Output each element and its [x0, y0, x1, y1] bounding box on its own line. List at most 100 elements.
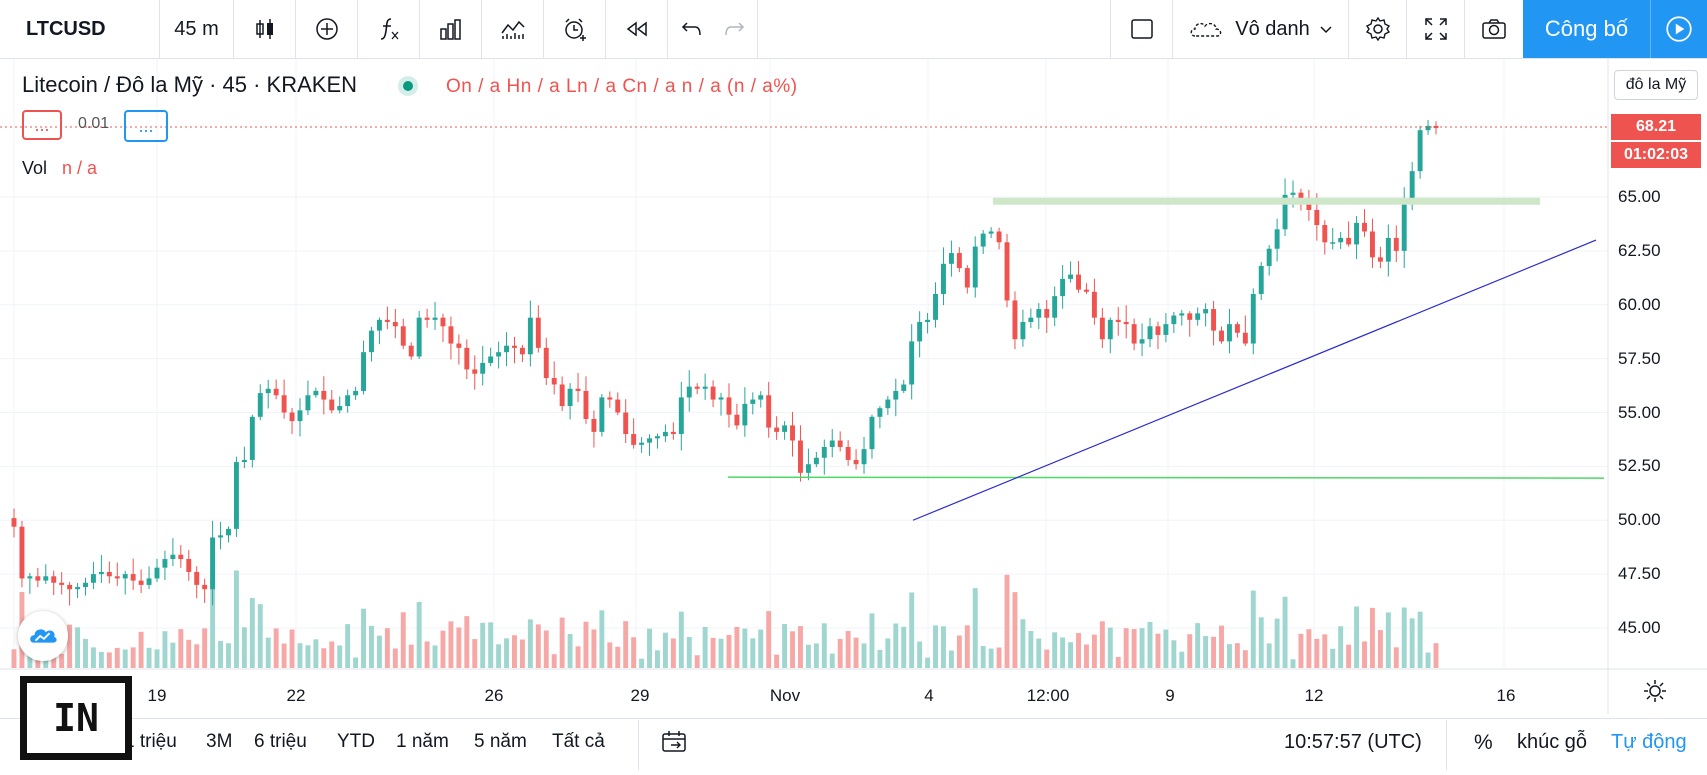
volume-bar — [996, 647, 1002, 668]
candle-body — [67, 584, 73, 590]
currency-button[interactable]: đô la Mỹ — [1614, 70, 1698, 100]
candle-body — [1211, 309, 1217, 331]
volume-bar — [527, 619, 533, 668]
time-tick-label: 26 — [484, 686, 504, 705]
candle-body — [1187, 313, 1193, 320]
candle-body — [1107, 319, 1113, 340]
volume-bar — [345, 624, 351, 668]
range-button[interactable]: Tất cả — [552, 731, 605, 752]
sell-button[interactable]: ... — [22, 110, 62, 140]
publish-button[interactable]: Công bố — [1523, 0, 1650, 58]
candle-body — [130, 574, 136, 581]
percent-scale-toggle[interactable]: % — [1474, 731, 1493, 754]
buy-button[interactable]: ... — [124, 110, 168, 142]
volume-bar — [1219, 625, 1224, 668]
time-tick-label: 19 — [147, 686, 167, 705]
candles-style-button[interactable] — [234, 0, 296, 58]
range-button[interactable]: 1 triệu — [124, 731, 177, 752]
volume-bar — [210, 579, 216, 668]
candle-body — [583, 390, 589, 419]
candle-body — [146, 578, 152, 585]
volume-bar — [1234, 643, 1240, 668]
time-tick-label: 22 — [286, 686, 306, 705]
price-chart[interactable] — [0, 59, 1707, 714]
range-button[interactable]: 1 năm — [396, 731, 449, 752]
candle-body — [535, 317, 541, 348]
range-button[interactable]: 5 năm — [474, 731, 527, 752]
range-button[interactable]: 3M — [206, 731, 233, 752]
bar-countdown-tag: 01:02:03 — [1611, 142, 1701, 168]
candle-body — [782, 425, 788, 432]
candle-body — [202, 584, 208, 590]
volume-bar — [790, 631, 795, 668]
candle-body — [353, 390, 359, 396]
templates-button[interactable] — [482, 0, 544, 58]
redo-icon[interactable] — [720, 15, 748, 43]
volume-bar — [249, 598, 255, 668]
financials-button[interactable] — [420, 0, 482, 58]
volume-bar — [416, 601, 422, 668]
toolbar-spacer — [758, 0, 1111, 58]
range-button[interactable]: YTD — [337, 731, 375, 752]
volume-bar — [917, 641, 923, 668]
volume-bar — [162, 631, 168, 668]
candle-body — [591, 418, 597, 432]
layout-toggle-button[interactable] — [1111, 0, 1173, 58]
candle-body — [805, 464, 811, 473]
indicators-button[interactable] — [358, 0, 420, 58]
candle-body — [1250, 293, 1256, 344]
price-tick-label: 52.50 — [1618, 456, 1661, 476]
candle-body — [512, 345, 517, 348]
candle-body — [1036, 309, 1042, 318]
candle-body — [726, 397, 732, 415]
symbol-search[interactable]: LTCUSD — [0, 0, 160, 58]
candle-body — [1393, 237, 1399, 251]
layout-name-button[interactable]: Vô danh — [1173, 0, 1349, 58]
candle-body — [472, 369, 478, 374]
alert-button[interactable] — [544, 0, 606, 58]
fullscreen-button[interactable] — [1407, 0, 1465, 58]
volume-bar — [599, 610, 605, 668]
volume-bar — [178, 629, 184, 668]
candle-body — [829, 440, 835, 447]
play-button[interactable] — [1650, 0, 1707, 58]
compare-button[interactable] — [296, 0, 358, 58]
volume-bar — [202, 628, 208, 668]
candle-body — [504, 345, 509, 353]
spread-value: 0.01 — [78, 115, 110, 132]
support-line[interactable] — [727, 476, 1605, 479]
candle-body — [1028, 317, 1034, 322]
volume-bar — [551, 654, 557, 668]
auto-scale-toggle[interactable]: Tự động — [1611, 731, 1687, 753]
candle-body — [821, 446, 827, 458]
volume-bar — [1012, 592, 1018, 668]
trendline[interactable] — [912, 239, 1597, 521]
candle-body — [218, 535, 224, 538]
candle-body — [408, 345, 414, 357]
volume-bar — [138, 631, 144, 668]
volume-bar — [106, 652, 112, 668]
undo-icon[interactable] — [678, 15, 706, 43]
candle-body — [670, 431, 676, 435]
sun-icon[interactable] — [1642, 678, 1668, 704]
go-to-date-icon[interactable] — [660, 728, 688, 756]
utc-clock[interactable]: 10:57:57 (UTC) — [1284, 731, 1422, 753]
volume-bar — [853, 637, 859, 668]
settings-button[interactable] — [1349, 0, 1407, 58]
log-scale-toggle[interactable]: khúc gỗ — [1517, 731, 1588, 753]
interval-selector[interactable]: 45 m — [160, 0, 234, 58]
replay-button[interactable] — [606, 0, 668, 58]
candle-body — [1354, 222, 1360, 245]
candle-body — [241, 459, 247, 463]
range-button[interactable]: 6 triệu — [254, 731, 307, 752]
candle-body — [575, 388, 581, 391]
candle-body — [321, 390, 327, 400]
candle-body — [964, 268, 970, 288]
candle-body — [519, 347, 525, 355]
volume-bar — [289, 629, 295, 668]
candle-body — [631, 434, 637, 445]
candle-body — [551, 378, 557, 385]
tradingview-logo[interactable] — [18, 611, 68, 661]
snapshot-button[interactable] — [1465, 0, 1523, 58]
volume-bar — [662, 632, 668, 668]
